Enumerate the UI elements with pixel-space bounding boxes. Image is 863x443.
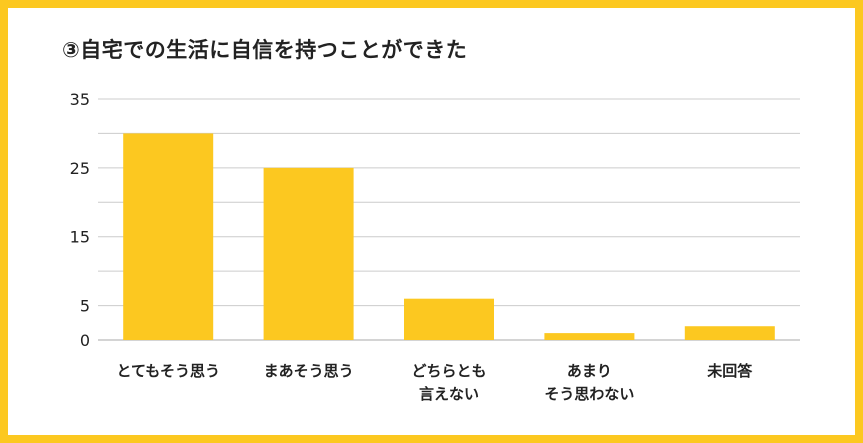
x-tick-label: どちらとも: [411, 362, 486, 380]
y-tick-label: 35: [70, 90, 90, 109]
grid-lines: [98, 98, 800, 341]
x-tick-label: あまり: [567, 362, 612, 380]
chart-title: ③自宅での生活に自信を持つことができた: [62, 38, 468, 62]
x-tick-label: そう思わない: [544, 385, 634, 403]
bar: [123, 133, 214, 340]
x-tick-label: 言えない: [419, 385, 479, 403]
y-tick-labels: 0 5 15 25 35: [70, 90, 90, 350]
y-tick-label: 0: [80, 331, 90, 350]
x-tick-label: まあそう思う: [264, 362, 354, 380]
bar: [404, 298, 494, 340]
y-tick-label: 15: [70, 228, 90, 247]
y-tick-label: 25: [70, 159, 90, 178]
bar: [263, 167, 354, 340]
y-tick-label: 5: [80, 297, 90, 316]
bar: [684, 326, 775, 340]
bars: [123, 133, 775, 340]
bar: [544, 333, 635, 340]
x-tick-label: 未回答: [706, 362, 753, 380]
x-tick-label: とてもそう思う: [116, 362, 220, 380]
